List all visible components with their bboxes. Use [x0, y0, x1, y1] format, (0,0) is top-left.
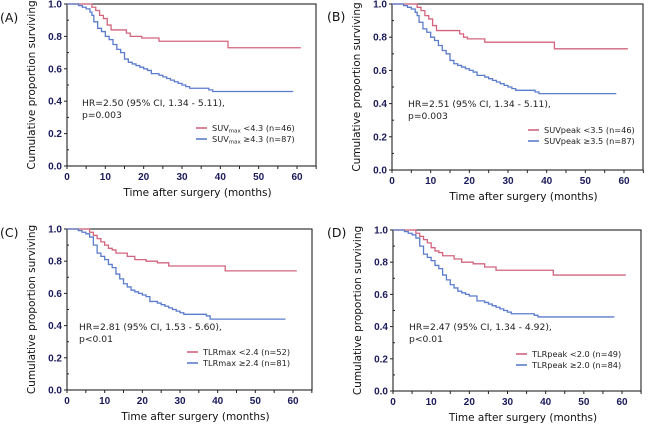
panel-label: (A) [0, 10, 18, 25]
y-axis-title: Cumulative proportion surviving [352, 226, 364, 395]
y-axis-title: Cumulative proportion surviving [26, 0, 38, 169]
legend-label: TLRmax ≥2.4 (n=81) [202, 358, 290, 368]
legend-label: TLRpeak <2.0 (n=49) [531, 349, 621, 359]
x-tick-label: 60 [287, 396, 299, 407]
x-tick-label: 20 [137, 396, 149, 407]
x-tick-label: 40 [541, 176, 553, 187]
legend-label: SUVpeak ≥3.5 (n=87) [544, 136, 635, 146]
y-tick-label: 0.8 [48, 32, 62, 43]
y-tick-label: 0.8 [48, 257, 62, 268]
x-axis-title: Time after surgery (months) [120, 411, 269, 423]
x-tick-label: 40 [215, 172, 227, 183]
km-panel-a: (A) 0.0 0.2 0.4 0.6 0.8 1.0 0 10 20 30 40 50 60 Time a… [0, 0, 317, 199]
hr-annotation: p<0.01 [409, 334, 443, 345]
x-tick-label: 30 [176, 172, 188, 183]
km-curve-low [67, 228, 297, 272]
y-tick-label: 0.8 [374, 258, 388, 269]
x-tick-label: 20 [464, 176, 476, 187]
x-tick-label: 40 [212, 396, 224, 407]
y-tick-label: 0.6 [373, 66, 387, 77]
y-tick-label: 0.2 [48, 129, 62, 140]
y-tick-label: 0.8 [373, 33, 387, 44]
legend-label: TLRmax <2.4 (n=52) [202, 347, 290, 357]
km-panel-c: (C) 0.0 0.2 0.4 0.6 0.8 1.0 0 10 20 30 40 50 60 Time a… [0, 225, 313, 423]
y-tick-label: 0.4 [48, 321, 62, 332]
hr-annotation: HR=2.51 (95% CI, 1.34 - 5.11), [408, 99, 551, 110]
x-axis-title: Time after surgery (months) [448, 191, 597, 203]
x-tick-label: 40 [540, 397, 552, 408]
panel-label: (D) [327, 225, 346, 240]
y-tick-label: 0.2 [48, 353, 62, 364]
y-tick-label: 0.2 [373, 132, 387, 143]
x-tick-label: 30 [502, 397, 514, 408]
y-tick-label: 0.0 [48, 162, 62, 173]
y-tick-label: 0.0 [48, 386, 62, 397]
x-tick-label: 10 [100, 172, 112, 183]
x-tick-label: 0 [64, 172, 70, 183]
y-tick-label: 1.0 [373, 0, 387, 11]
x-tick-label: 20 [138, 172, 150, 183]
x-axis-title: Time after surgery (months) [448, 412, 597, 424]
panel-label: (C) [0, 225, 18, 240]
x-tick-label: 20 [464, 397, 476, 408]
km-panel-d: (D) 0.0 0.2 0.4 0.6 0.8 1.0 0 10 20 30 40 50 60 Time a… [327, 225, 642, 424]
legend-label: SUVpeak <3.5 (n=46) [544, 125, 635, 135]
x-tick-label: 50 [250, 396, 262, 407]
y-tick-label: 0.4 [48, 97, 62, 108]
y-axis-title: Cumulative proportion surviving [351, 2, 363, 171]
x-tick-label: 10 [99, 396, 111, 407]
y-tick-label: 0.6 [48, 289, 62, 300]
y-tick-label: 0.4 [373, 99, 387, 110]
x-axis-title: Time after surgery (months) [122, 187, 271, 199]
hr-annotation: HR=2.81 (95% CI, 1.53 - 5.60), [79, 322, 222, 333]
x-tick-label: 0 [389, 176, 395, 187]
km-panel-b: (B) 0.0 0.2 0.4 0.6 0.8 1.0 0 10 20 30 40 50 60 Time a… [327, 0, 644, 203]
y-tick-label: 1.0 [374, 226, 388, 237]
hr-annotation: HR=2.50 (95% CI, 1.34 - 5.11), [82, 98, 225, 109]
hr-annotation: p=0.003 [82, 110, 122, 121]
y-tick-label: 0.6 [48, 64, 62, 75]
km-curve-high [67, 3, 294, 93]
x-tick-label: 0 [64, 396, 70, 407]
x-tick-label: 50 [578, 397, 590, 408]
panel-label: (B) [327, 9, 345, 24]
x-tick-label: 30 [502, 176, 514, 187]
legend-label: SUVmax <4.3 (n=46) [212, 123, 295, 135]
x-tick-label: 60 [618, 176, 630, 187]
km-curve-high [392, 3, 617, 95]
hr-annotation: p=0.003 [408, 111, 448, 122]
km-curve-low [392, 3, 628, 50]
legend-label: SUVmax ≥4.3 (n=87) [212, 134, 295, 146]
y-tick-label: 1.0 [48, 0, 62, 11]
y-axis-title: Cumulative proportion surviving [26, 225, 38, 394]
x-tick-label: 50 [253, 172, 265, 183]
km-curve-high [67, 228, 286, 320]
y-tick-label: 1.0 [48, 225, 62, 236]
y-tick-label: 0.0 [374, 387, 388, 398]
y-tick-label: 0.2 [374, 354, 388, 365]
km-curve-high [393, 229, 615, 318]
legend-label: TLRpeak ≥2.0 (n=84) [531, 360, 621, 370]
hr-annotation: HR=2.47 (95% CI, 1.34 - 4.92), [409, 322, 552, 333]
hr-annotation: p<0.01 [79, 334, 113, 345]
km-curve-low [67, 3, 301, 49]
y-tick-label: 0.4 [374, 322, 388, 333]
x-tick-label: 50 [580, 176, 592, 187]
x-tick-label: 0 [390, 397, 396, 408]
x-tick-label: 60 [616, 397, 628, 408]
y-tick-label: 0.6 [374, 290, 388, 301]
x-tick-label: 10 [425, 176, 437, 187]
x-tick-label: 10 [426, 397, 438, 408]
x-tick-label: 60 [291, 172, 303, 183]
x-tick-label: 30 [174, 396, 186, 407]
km-curve-low [393, 229, 626, 276]
y-tick-label: 0.0 [373, 166, 387, 177]
